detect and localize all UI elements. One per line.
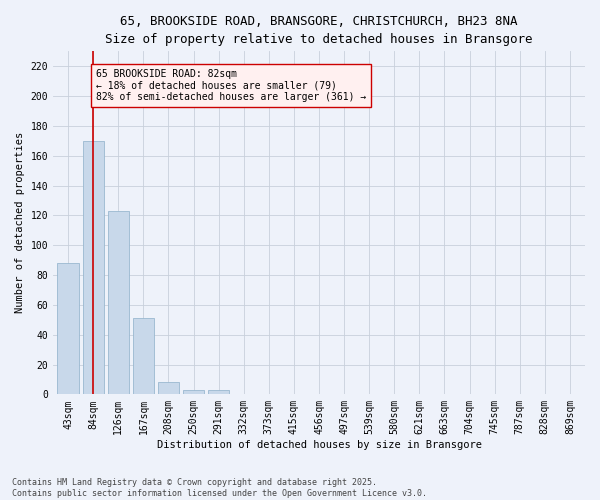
Text: Contains HM Land Registry data © Crown copyright and database right 2025.
Contai: Contains HM Land Registry data © Crown c… — [12, 478, 427, 498]
Bar — [107, 211, 129, 394]
Bar — [83, 141, 104, 395]
Bar — [158, 382, 179, 394]
Bar — [133, 318, 154, 394]
Text: 65 BROOKSIDE ROAD: 82sqm
← 18% of detached houses are smaller (79)
82% of semi-d: 65 BROOKSIDE ROAD: 82sqm ← 18% of detach… — [95, 69, 366, 102]
X-axis label: Distribution of detached houses by size in Bransgore: Distribution of detached houses by size … — [157, 440, 482, 450]
Bar — [58, 263, 79, 394]
Y-axis label: Number of detached properties: Number of detached properties — [15, 132, 25, 314]
Title: 65, BROOKSIDE ROAD, BRANSGORE, CHRISTCHURCH, BH23 8NA
Size of property relative : 65, BROOKSIDE ROAD, BRANSGORE, CHRISTCHU… — [105, 15, 533, 46]
Bar — [183, 390, 204, 394]
Bar — [208, 390, 229, 394]
